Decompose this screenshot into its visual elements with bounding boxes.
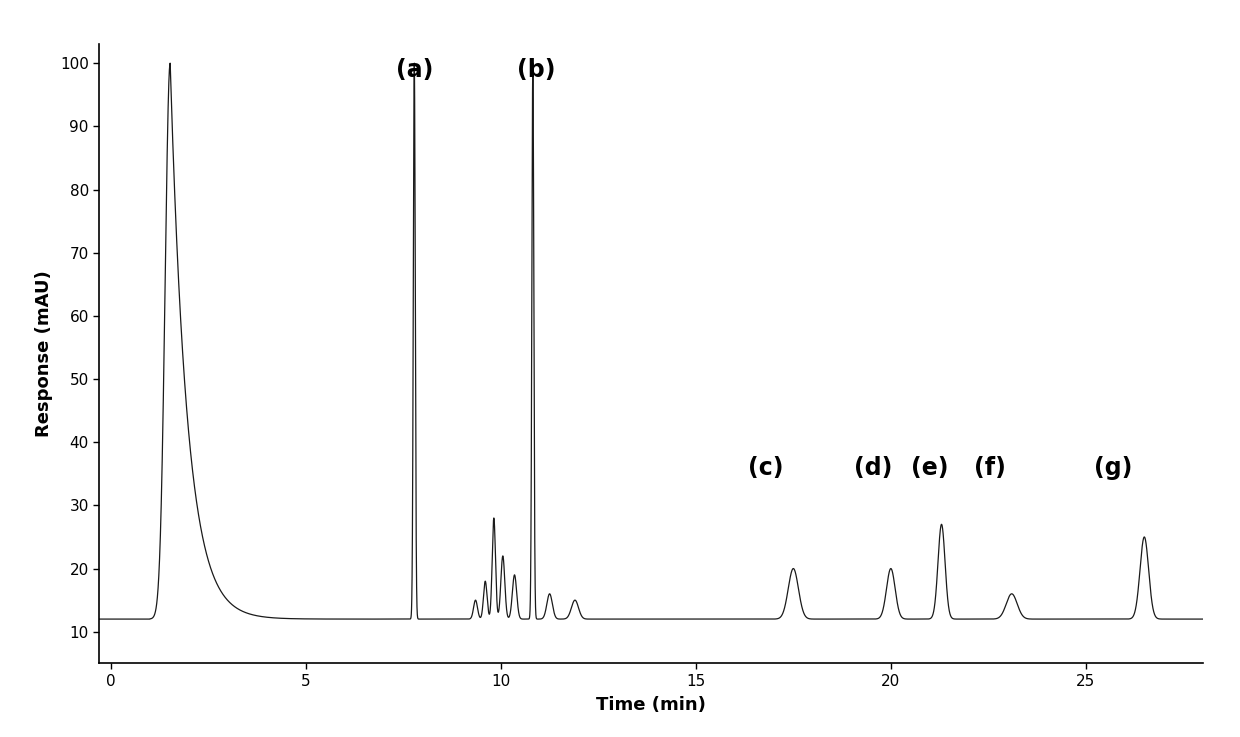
Y-axis label: Response (mAU): Response (mAU) [35,270,53,437]
Text: (b): (b) [517,58,556,82]
Text: (f): (f) [975,456,1006,480]
Text: (a): (a) [397,58,434,82]
Text: (c): (c) [748,456,784,480]
Text: (d): (d) [854,456,893,480]
X-axis label: Time (min): Time (min) [596,696,706,713]
Text: (g): (g) [1094,456,1132,480]
Text: (e): (e) [911,456,949,480]
